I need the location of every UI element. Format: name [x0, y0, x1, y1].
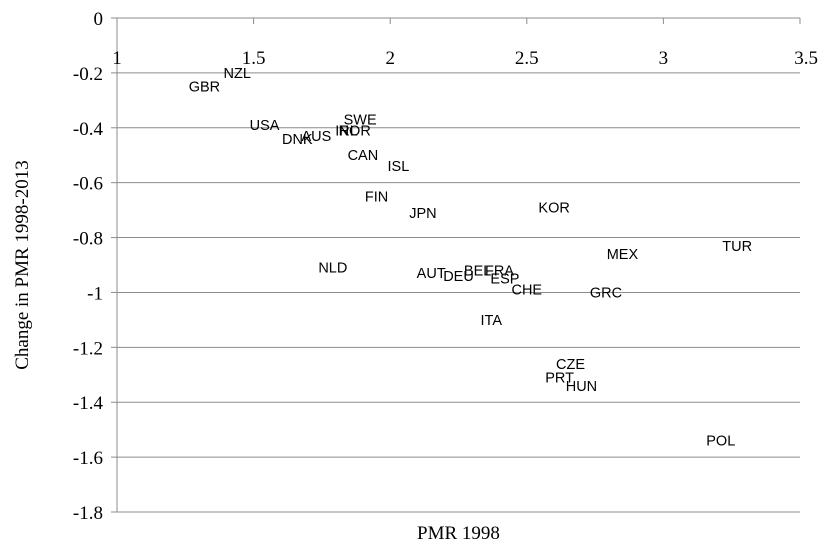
point-label-jpn: JPN [409, 206, 436, 222]
y-tick-label: -1 [87, 283, 103, 304]
point-label-usa: USA [250, 118, 280, 134]
point-label-swe: SWE [344, 113, 377, 129]
point-label-fin: FIN [365, 189, 388, 205]
x-axis-tick-labels: 1 1.5 2 2.5 3 3.5 [112, 48, 818, 69]
point-label-esp: ESP [490, 272, 519, 288]
point-label-che: CHE [511, 283, 542, 299]
point-label-aus: AUS [302, 129, 332, 145]
point-label-gbr: GBR [189, 80, 220, 96]
point-label-cze: CZE [556, 357, 585, 373]
x-tick-label: 2 [385, 48, 395, 69]
point-label-hun: HUN [566, 379, 597, 395]
point-label-ita: ITA [481, 313, 503, 329]
x-axis-title: PMR 1998 [417, 523, 500, 544]
y-tick-label: -0.4 [73, 119, 104, 140]
point-label-tur: TUR [722, 239, 752, 255]
point-label-fra: FRA [485, 263, 514, 279]
x-tick-label: 3.5 [794, 48, 818, 69]
x-tick-label: 3 [659, 48, 669, 69]
gridlines [117, 72, 800, 513]
point-label-pol: POL [706, 434, 735, 450]
y-tick-label: -0.6 [73, 174, 103, 195]
point-label-prt: PRT [545, 371, 574, 387]
point-label-deu: DEU [443, 269, 474, 285]
point-label-nzl: NZL [224, 66, 251, 82]
point-label-nld: NLD [318, 261, 347, 277]
x-tick-label: 2.5 [515, 48, 539, 69]
y-axis-tick-labels: 0 -0.2 -0.4 -0.6 -0.8 -1 -1.2 -1.4 -1.6 -1.8 [73, 9, 104, 524]
y-axis-title: Change in PMR 1998-2013 [12, 160, 33, 370]
point-label-nor: NOR [339, 124, 371, 140]
y-tick-label: 0 [94, 9, 104, 30]
axes [111, 17, 801, 513]
point-label-kor: KOR [538, 200, 569, 216]
y-tick-label: -1.8 [73, 503, 103, 524]
y-tick-label: -1.4 [73, 393, 104, 414]
point-label-mex: MEX [607, 247, 639, 263]
y-tick-label: -0.8 [73, 229, 103, 250]
y-tick-label: -1.2 [73, 338, 103, 359]
y-tick-label: -1.6 [73, 448, 103, 469]
point-label-dnk: DNK [282, 132, 313, 148]
point-label-aut: AUT [417, 266, 446, 282]
x-tick-label: 1.5 [242, 48, 266, 69]
y-tick-label: -0.2 [73, 64, 103, 85]
point-label-grc: GRC [590, 285, 622, 301]
x-tick-label: 1 [112, 48, 122, 69]
point-label-irl: IRL [335, 124, 358, 140]
point-label-isl: ISL [388, 159, 410, 175]
point-label-can: CAN [348, 148, 379, 164]
point-label-bel: BEL [464, 263, 491, 279]
